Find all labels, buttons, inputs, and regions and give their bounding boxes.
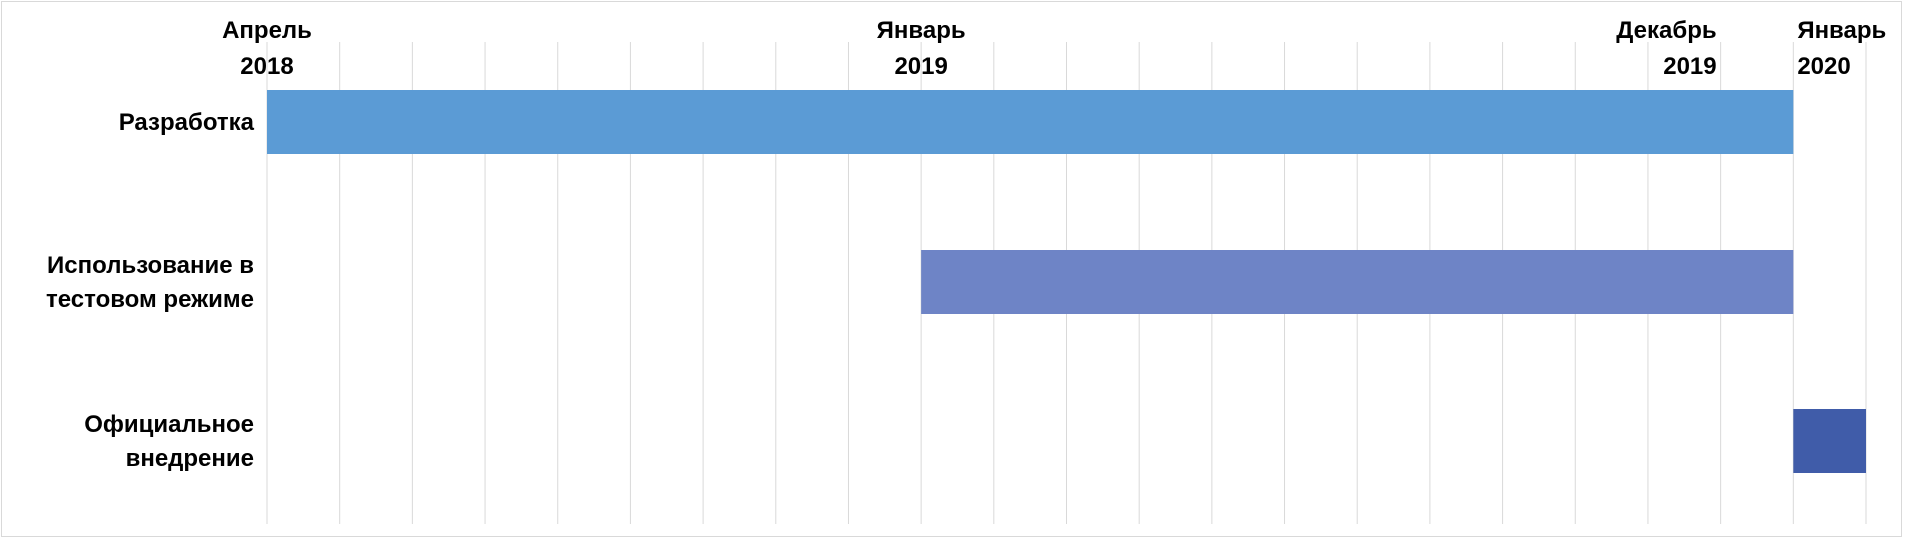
x-tick-label-line: 2019 bbox=[894, 53, 947, 80]
x-tick-label-line: 2019 bbox=[1663, 53, 1716, 80]
task-label-line: Использование в bbox=[47, 252, 254, 279]
task-label: Использование в тестовом режиме bbox=[46, 252, 254, 313]
x-tick-label-line: Декабрь bbox=[1616, 17, 1716, 44]
task-label: Разработка bbox=[119, 109, 255, 136]
x-tick-label-line: Январь bbox=[1797, 17, 1886, 44]
task-bar bbox=[1793, 409, 1866, 473]
task-label-line: Разработка bbox=[119, 109, 255, 136]
x-tick-label: Апрель 2018 bbox=[222, 17, 312, 80]
x-tick-label: Январь 2020 bbox=[1797, 17, 1886, 80]
x-tick-label-line: 2020 bbox=[1797, 53, 1850, 80]
x-tick-label-line: Январь bbox=[877, 17, 966, 44]
task-bars bbox=[267, 90, 1866, 473]
task-label: Официальное внедрение bbox=[84, 411, 254, 472]
task-label-line: внедрение bbox=[126, 445, 254, 472]
task-label-line: Официальное bbox=[84, 411, 254, 438]
x-tick-label: Декабрь 2019 bbox=[1616, 17, 1716, 80]
task-labels: Разработка Использование в тестовом режиме… bbox=[46, 109, 255, 472]
task-bar bbox=[267, 90, 1794, 154]
x-tick-label-line: 2018 bbox=[240, 53, 293, 80]
x-tick-label: Январь 2019 bbox=[877, 17, 966, 80]
x-tick-labels: Апрель 2018 Январь 2019 Декабрь 2019 Январь 202… bbox=[222, 17, 1886, 80]
task-label-line: тестовом режиме bbox=[46, 286, 254, 313]
task-bar bbox=[921, 250, 1794, 314]
x-tick-label-line: Апрель bbox=[222, 17, 312, 44]
